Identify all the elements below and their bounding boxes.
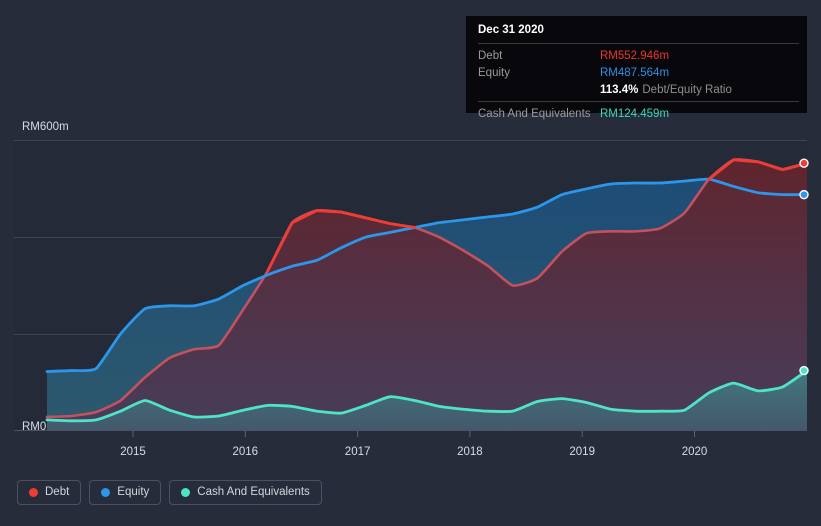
tooltip-value-equity: RM487.564m [600, 66, 670, 79]
tooltip-label-cash: Cash And Equivalents [478, 107, 591, 120]
legend-label-debt: Debt [45, 485, 70, 498]
tooltip-label-debt: Debt [478, 49, 503, 62]
cash-area [47, 370, 807, 431]
debt-area [47, 159, 807, 431]
tooltip-date: Dec 31 2020 [478, 24, 544, 36]
series-layer [45, 158, 807, 431]
legend-dot-equity [101, 488, 111, 497]
tooltip-row-cash: Cash And Equivalents RM124.459m [466, 105, 807, 122]
tooltip-row-ratio: 113.4% Debt/Equity Ratio [466, 81, 807, 98]
legend-item-cash[interactable]: Cash And Equivalents [169, 480, 322, 505]
x-axis-tick-label: 2016 [232, 446, 259, 458]
y-axis-label-bottom: RM0 [22, 421, 47, 433]
x-axis-tick-label: 2020 [681, 446, 708, 458]
tooltip-value-debt: RM552.946m [600, 49, 670, 62]
x-axis-tick-label: 2017 [344, 446, 371, 458]
series-endpoint-markers [799, 158, 809, 376]
y-axis-label-top: RM600m [22, 121, 69, 133]
tooltip-row-debt: Debt RM552.946m [466, 47, 807, 64]
legend-label-equity: Equity [117, 485, 150, 498]
x-axis-tick-label: 2019 [569, 446, 595, 458]
debt-line [266, 158, 807, 273]
tooltip-ratio-value: 113.4% [600, 83, 639, 96]
legend-dot-debt [29, 488, 38, 497]
chart-legend: Debt Equity Cash And Equivalents [17, 480, 322, 505]
tooltip-value-cash: RM124.459m [600, 107, 670, 120]
legend-dot-cash [181, 488, 191, 497]
x-axis-tick-label: 2018 [457, 446, 483, 458]
debt-line-underlay [45, 158, 807, 419]
tooltip-ratio-label: Debt/Equity Ratio [642, 83, 732, 96]
tooltip-label-equity: Equity [478, 66, 510, 79]
equity-line [45, 177, 807, 373]
tooltip-row-equity: Equity RM487.564m [466, 64, 807, 81]
legend-label-cash: Cash And Equivalents [197, 485, 310, 498]
x-axis-ticks [132, 431, 695, 437]
cash-line [45, 369, 807, 423]
legend-item-equity[interactable]: Equity [89, 480, 162, 505]
tooltip-divider-2 [478, 101, 799, 102]
tooltip-divider [478, 43, 799, 44]
legend-item-debt[interactable]: Debt [17, 480, 82, 505]
cash-endpoint-marker [799, 365, 809, 376]
x-axis-tick-label: 2015 [120, 446, 146, 458]
chart-tooltip: Dec 31 2020 Debt RM552.946m Equity RM487… [466, 16, 807, 120]
equity-endpoint-marker [799, 189, 809, 200]
debt-endpoint-marker [799, 158, 809, 168]
